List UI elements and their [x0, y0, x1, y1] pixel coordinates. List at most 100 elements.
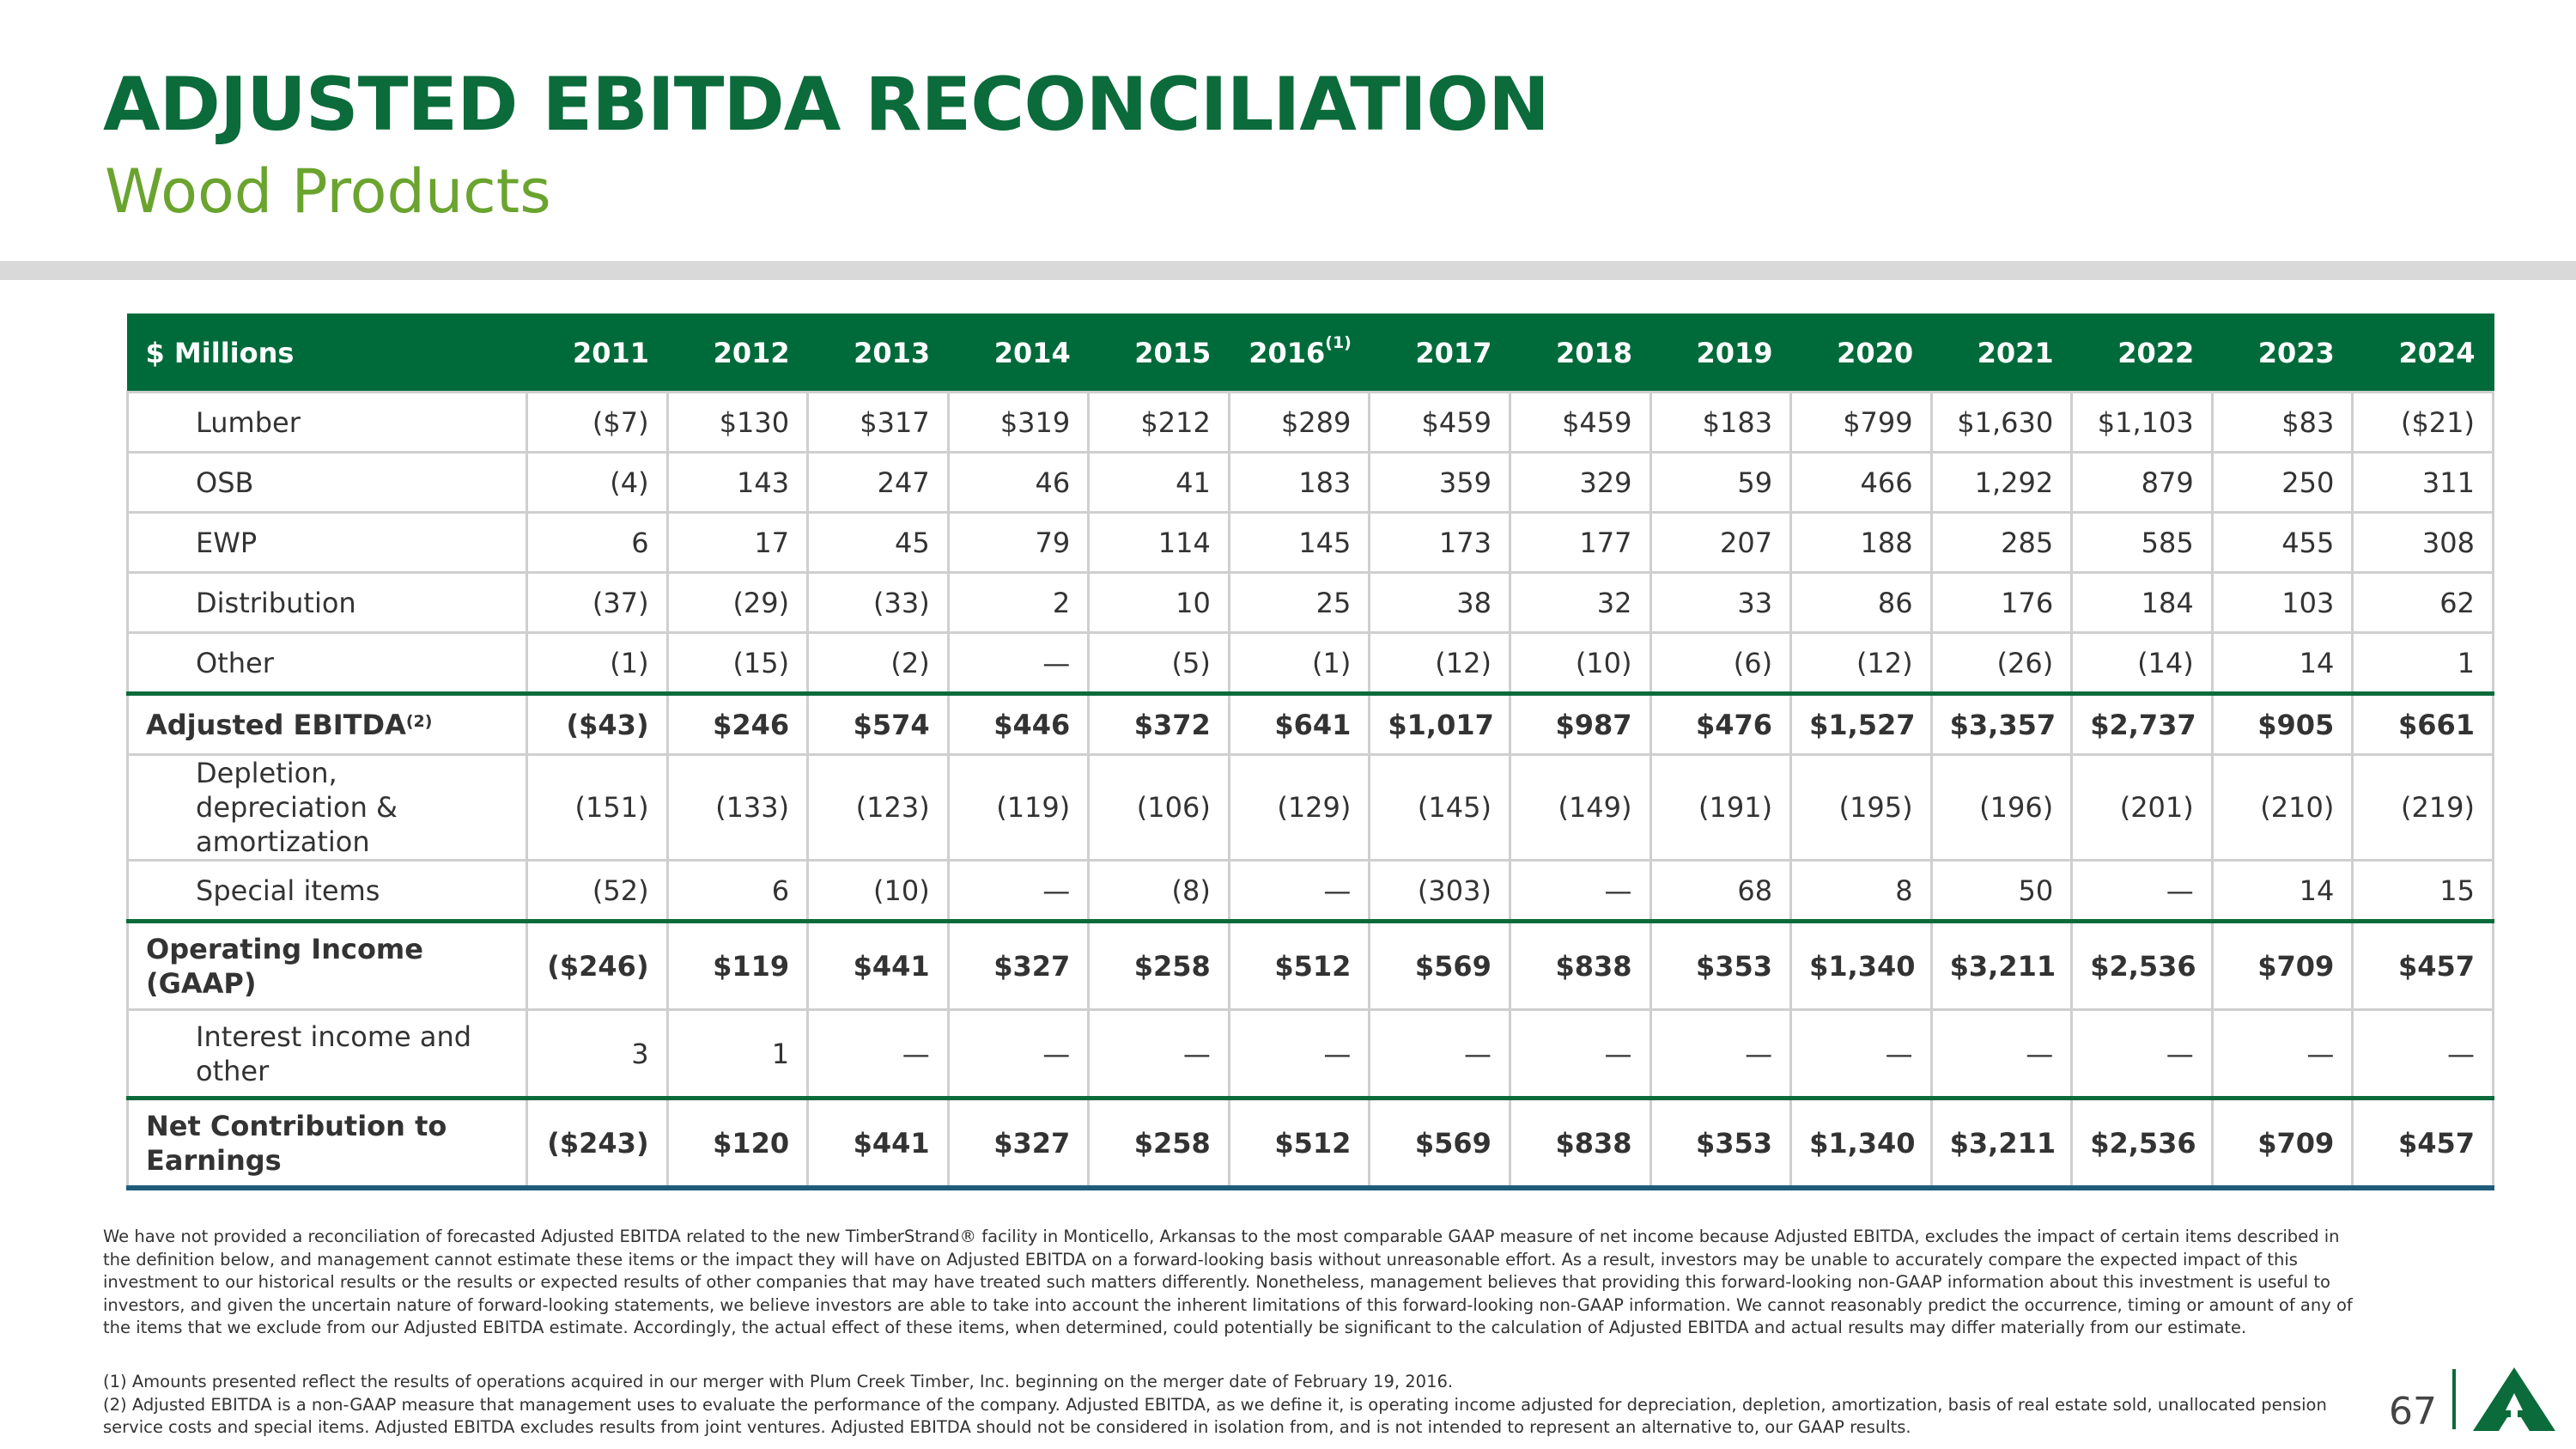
table-cell: 1	[2351, 631, 2494, 695]
table-cell: (52)	[526, 859, 669, 922]
year-header: 2011	[526, 314, 669, 393]
table-cell: (33)	[806, 571, 950, 634]
table-cell: (37)	[526, 571, 669, 634]
table-cell: $987	[1508, 691, 1652, 756]
table-cell: (119)	[946, 753, 1091, 861]
table-cell: 103	[2210, 571, 2354, 634]
page-title: ADJUSTED EBITDA RECONCILIATION	[103, 62, 1550, 148]
year-label: 2011	[573, 337, 650, 369]
table-cell: (191)	[1649, 753, 1793, 861]
year-label: 2024	[2398, 337, 2476, 369]
table-cell: (10)	[1508, 631, 1652, 695]
year-header: 2012	[666, 314, 809, 393]
year-header: 2018	[1509, 314, 1651, 393]
table-cell: $512	[1227, 1096, 1371, 1190]
table-cell: 62	[2351, 571, 2494, 634]
table-cell: $838	[1508, 919, 1652, 1011]
year-label: 2021	[1977, 337, 2054, 369]
table-cell: 10	[1087, 571, 1230, 634]
disclaimer-text: We have not provided a reconciliation of…	[103, 1227, 2353, 1337]
table-cell: $459	[1368, 391, 1511, 454]
table-cell: $353	[1649, 1096, 1793, 1190]
table-cell: 311	[2351, 451, 2494, 514]
table-row: Depletion, depreciation & amortization (1…	[126, 753, 2494, 861]
table-cell: (26)	[1929, 631, 2074, 695]
page-subtitle: Wood Products	[105, 156, 551, 227]
page-number: 67	[2389, 1390, 2437, 1434]
table-cell: 184	[2070, 571, 2214, 634]
table-cell: 177	[1508, 511, 1652, 574]
table-cell: (149)	[1508, 753, 1652, 861]
table-cell: $258	[1087, 1096, 1230, 1190]
table-cell: $476	[1649, 691, 1793, 756]
table-cell: —	[806, 1008, 950, 1099]
table-cell: 247	[806, 451, 950, 514]
row-label: EWP	[126, 511, 528, 574]
table-cell: $120	[665, 1096, 810, 1190]
table-cell: (4)	[526, 451, 669, 514]
table-row: Special items (52) 6 (10) — (8) — (303) —68 8 50—1…	[126, 859, 2494, 922]
table-cell: 114	[1087, 511, 1230, 574]
row-label-text: Net Contribution to Earnings	[146, 1109, 447, 1177]
table-cell: —	[1368, 1008, 1511, 1099]
table-cell: $1,103	[2070, 391, 2214, 454]
table-cell: —	[1649, 1008, 1793, 1099]
row-label: OSB	[126, 451, 528, 514]
table-cell: 879	[2070, 451, 2214, 514]
table-cell: (129)	[1227, 753, 1371, 861]
row-label: Interest income and other	[126, 1008, 528, 1099]
row-label: Operating Income (GAAP)	[126, 919, 528, 1011]
table-cell: $327	[946, 919, 1091, 1011]
year-header: 2013	[806, 314, 950, 393]
table-cell: 207	[1649, 511, 1793, 574]
table-cell: —	[1227, 1008, 1371, 1099]
year-header: 2016(1)	[1228, 314, 1370, 393]
table-cell: ($243)	[526, 1096, 669, 1190]
year-label: 2017	[1415, 337, 1492, 369]
table-cell: (6)	[1649, 631, 1793, 695]
table-cell: $130	[665, 391, 810, 454]
table-cell: 250	[2210, 451, 2354, 514]
table-cell: (1)	[1227, 631, 1371, 695]
table-cell: $574	[806, 691, 950, 756]
year-header: 2022	[2070, 314, 2214, 393]
table-cell: —	[1508, 1008, 1652, 1099]
table-cell: —	[946, 859, 1091, 922]
reconciliation-table: $ Millions 2011 2012 2013 2014 2015 2016(1) 20…	[126, 314, 2494, 1190]
table-cell: —	[1929, 1008, 2074, 1099]
table-cell: ($43)	[526, 691, 669, 756]
table-cell: $709	[2210, 1096, 2354, 1190]
table-cell: 285	[1929, 511, 2074, 574]
divider-band	[0, 261, 2576, 280]
table-cell: $569	[1368, 919, 1511, 1011]
table-cell: 45	[806, 511, 950, 574]
year-header: 2019	[1649, 314, 1792, 393]
year-header: 2024	[2351, 314, 2494, 393]
table-cell: ($21)	[2351, 391, 2494, 454]
row-label-text: Other	[196, 646, 274, 679]
table-cell: $441	[806, 919, 950, 1011]
table-cell: 14	[2210, 631, 2354, 695]
table-cell: 173	[1368, 511, 1511, 574]
table-cell: 14	[2210, 859, 2354, 922]
table-cell: (29)	[665, 571, 810, 634]
year-label: 2022	[2117, 337, 2195, 369]
table-cell: 585	[2070, 511, 2214, 574]
table-cell: $246	[665, 691, 810, 756]
table-cell: $1,527	[1789, 691, 1933, 756]
table-cell: (210)	[2210, 753, 2354, 861]
row-label: Other	[126, 631, 528, 695]
row-label-text: Special items	[196, 874, 380, 907]
table-cell: $372	[1087, 691, 1230, 756]
table-cell: 1	[665, 1008, 810, 1099]
table-cell: 6	[665, 859, 810, 922]
table-cell: 188	[1789, 511, 1933, 574]
row-label-text: Lumber	[196, 405, 301, 439]
table-cell: 79	[946, 511, 1091, 574]
table-cell: $441	[806, 1096, 950, 1190]
table-cell: —	[1227, 859, 1371, 922]
table-cell: (145)	[1368, 753, 1511, 861]
table-cell: (123)	[806, 753, 950, 861]
row-label-text: Interest income and other	[196, 1020, 472, 1087]
year-header: 2020	[1789, 314, 1933, 393]
